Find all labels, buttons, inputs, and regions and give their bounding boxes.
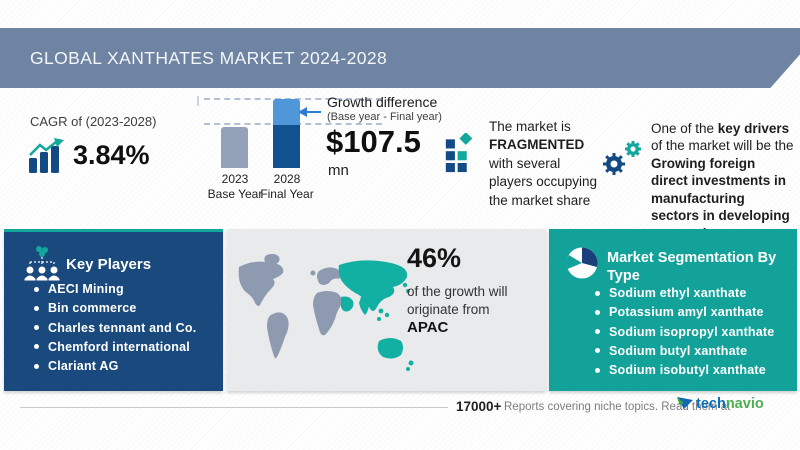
driver-middle: of the market will be the <box>651 138 794 154</box>
fragmentation-suffix: with several players occupying the marke… <box>489 155 598 208</box>
bar-label-base-year: Base Year <box>207 187 263 201</box>
gears-icon <box>603 141 641 175</box>
growth-difference-unit: mn <box>328 162 349 179</box>
driver-bold-key-drivers: key drivers <box>717 120 790 136</box>
reports-count: 17000+ <box>456 399 502 414</box>
list-item: Sodium ethyl xanthate <box>595 286 774 305</box>
fragmentation-statement: The market is FRAGMENTED with several pl… <box>489 118 607 211</box>
page-title: GLOBAL XANTHATES MARKET 2024-2028 <box>30 48 388 68</box>
brand-tech: tech <box>696 396 726 412</box>
apac-line1: of the growth will <box>407 284 508 299</box>
bar-2028-growth-segment <box>273 99 300 125</box>
key-players-panel: Key Players AECI Mining Bin commerce Cha… <box>4 229 223 391</box>
footer-divider <box>20 407 448 408</box>
driver-prefix: One of the <box>651 120 718 136</box>
cagr-value: 3.84% <box>73 140 150 170</box>
cagr-label: CAGR of (2023-2028) <box>30 114 157 129</box>
bar-chart-up-arrow-icon <box>29 138 64 173</box>
fragmentation-prefix: The market is <box>489 118 571 134</box>
list-item: Sodium isopropyl xanthate <box>595 325 774 344</box>
bar-year-2023: 2023 <box>221 172 249 186</box>
growth-pointer-line <box>306 111 321 113</box>
segmentation-list: Sodium ethyl xanthate Potassium amyl xan… <box>595 286 774 382</box>
header-band: GLOBAL XANTHATES MARKET 2024-2028 <box>0 28 800 88</box>
technavio-brand[interactable]: tech navio <box>676 396 764 412</box>
brand-navio: navio <box>725 396 764 412</box>
scattered-squares-icon <box>445 133 473 173</box>
growth-difference-title: Growth difference <box>327 94 438 110</box>
growth-pointer-arrow-icon <box>298 107 307 117</box>
list-item: Sodium isobutyl xanthate <box>595 363 774 382</box>
chart-leader-tick <box>197 96 199 106</box>
bar-2028 <box>273 125 300 168</box>
list-item: Charles tennant and Co. <box>34 321 196 340</box>
fragmentation-highlight: FRAGMENTED <box>489 137 585 152</box>
list-item: Bin commerce <box>34 301 196 320</box>
org-chart-people-icon <box>24 246 60 281</box>
list-item: AECI Mining <box>34 282 196 301</box>
segmentation-panel: Market Segmentation By Type Sodium ethyl… <box>549 229 797 391</box>
growth-difference-subtitle: (Base year - Final year) <box>327 111 442 123</box>
apac-line2: originate from <box>407 302 490 317</box>
bar-label-final-year: Final Year <box>260 187 314 201</box>
key-players-list: AECI Mining Bin commerce Charles tennant… <box>34 282 196 378</box>
list-item: Clariant AG <box>34 359 196 378</box>
apac-region-label: APAC <box>407 319 449 336</box>
key-driver-statement: One of the key drivers of the market wil… <box>651 120 794 243</box>
bar-2023 <box>221 127 248 168</box>
segmentation-title: Market Segmentation By Type <box>607 250 777 285</box>
growth-difference-value: $107.5 <box>326 124 421 159</box>
list-item: Potassium amyl xanthate <box>595 305 774 324</box>
technavio-arrow-logo-icon <box>677 397 693 409</box>
list-item: Sodium butyl xanthate <box>595 344 774 363</box>
bar-year-2028: 2028 <box>273 172 301 186</box>
world-map-apac-highlight <box>238 253 414 371</box>
list-item: Chemford international <box>34 340 196 359</box>
regional-growth-panel: 46% of the growth will originate from AP… <box>227 229 546 391</box>
footer-text: Reports covering niche topics. Read them… <box>504 401 731 413</box>
pie-chart-icon <box>566 247 598 279</box>
key-players-title: Key Players <box>66 256 152 273</box>
apac-share-value: 46% <box>407 243 462 273</box>
